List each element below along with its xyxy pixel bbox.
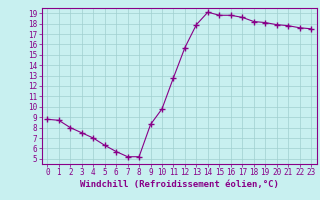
- X-axis label: Windchill (Refroidissement éolien,°C): Windchill (Refroidissement éolien,°C): [80, 180, 279, 189]
